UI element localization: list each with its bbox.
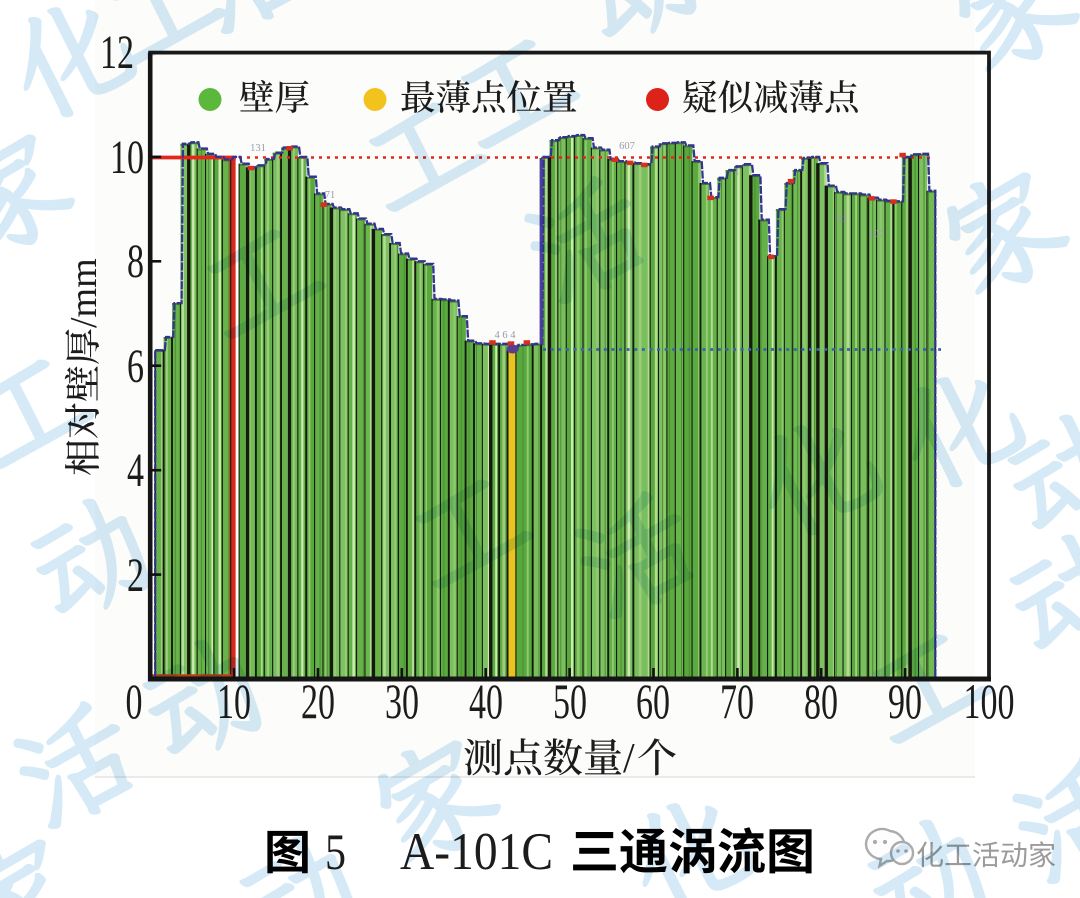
svg-text:10: 10 xyxy=(110,131,144,184)
svg-text:40: 40 xyxy=(469,673,503,729)
svg-text:/mm: /mm xyxy=(63,258,105,328)
svg-text:100: 100 xyxy=(964,673,1015,729)
svg-text:20: 20 xyxy=(301,673,335,729)
svg-text:5: 5 xyxy=(325,825,346,881)
svg-text:607: 607 xyxy=(619,141,635,152)
svg-text:0: 0 xyxy=(126,673,143,729)
svg-text:6: 6 xyxy=(127,340,144,393)
svg-text:4: 4 xyxy=(127,444,144,497)
svg-text:60: 60 xyxy=(636,673,670,729)
svg-text:81: 81 xyxy=(837,214,848,225)
svg-text:90: 90 xyxy=(888,673,922,729)
svg-text:2: 2 xyxy=(127,549,144,602)
svg-text:70: 70 xyxy=(720,673,754,729)
svg-text:30: 30 xyxy=(385,673,419,729)
svg-text:71: 71 xyxy=(325,190,336,201)
svg-text:4 6 4: 4 6 4 xyxy=(495,330,517,341)
svg-text:10: 10 xyxy=(217,673,251,729)
svg-text:131: 131 xyxy=(250,143,266,154)
svg-text:8: 8 xyxy=(127,235,144,288)
svg-text:50: 50 xyxy=(553,673,587,729)
svg-text:/: / xyxy=(623,736,635,782)
svg-text:80: 80 xyxy=(804,673,838,729)
svg-text:107: 107 xyxy=(868,229,884,240)
svg-text:12: 12 xyxy=(100,26,134,79)
svg-text:1: 1 xyxy=(734,167,739,178)
svg-text:A-101C: A-101C xyxy=(400,823,553,881)
